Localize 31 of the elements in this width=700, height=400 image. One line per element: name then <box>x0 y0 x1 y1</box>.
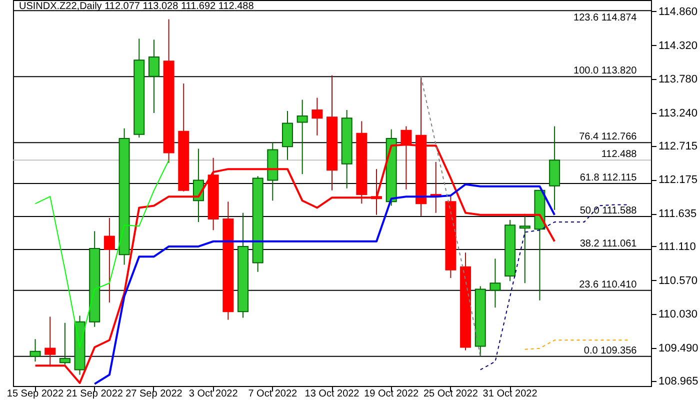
ref-line-label: 61.8 112.115 <box>580 172 638 184</box>
y-tick-label: 112.715 <box>658 140 698 152</box>
x-tick-label: 19 Oct 2022 <box>364 388 420 400</box>
y-tick-label: 113.780 <box>658 74 698 86</box>
ref-line-label: 123.6 114.874 <box>574 12 638 24</box>
y-tick-label: 113.240 <box>658 107 698 120</box>
ref-line-label: 0.0 109.356 <box>584 345 638 356</box>
x-tick-label: 27 Sep 2022 <box>126 388 183 400</box>
ref-line-label: 38.2 111.061 <box>580 238 638 250</box>
x-tick-label: 15 Sep 2022 <box>6 388 64 400</box>
y-tick-label: 109.490 <box>658 342 698 354</box>
x-tick-label: 31 Oct 2022 <box>482 388 538 400</box>
y-tick-label: 110.030 <box>658 308 698 321</box>
y-tick-label: 114.860 <box>658 6 698 18</box>
y-tick-label: 111.635 <box>658 208 697 220</box>
y-tick-label: 112.175 <box>658 174 698 186</box>
x-tick-label: 25 Oct 2022 <box>423 388 478 400</box>
x-tick-label: 3 Oct 2022 <box>188 388 238 400</box>
x-tick-label: 13 Oct 2022 <box>304 388 360 400</box>
ref-line-label: 50.0 111.588 <box>580 206 638 216</box>
y-tick-label: 114.320 <box>658 40 698 52</box>
x-tick-label: 21 Sep 2022 <box>66 388 124 400</box>
y-tick-label: 111.110 <box>658 240 696 253</box>
y-tick-label: 108.965 <box>658 375 698 388</box>
ref-line-label: 23.6 110.410 <box>579 279 638 290</box>
ref-line-label: 112.488 <box>601 149 638 160</box>
y-tick-label: 110.570 <box>658 274 698 287</box>
ref-line-label: 100.0 113.820 <box>574 66 638 77</box>
ref-line-label: 76.4 112.766 <box>579 132 638 143</box>
x-tick-label: 7 Oct 2022 <box>248 388 298 400</box>
chart-title: USINDX.Z22,Daily 112.077 113.028 111.692 112.488 <box>19 1 254 12</box>
